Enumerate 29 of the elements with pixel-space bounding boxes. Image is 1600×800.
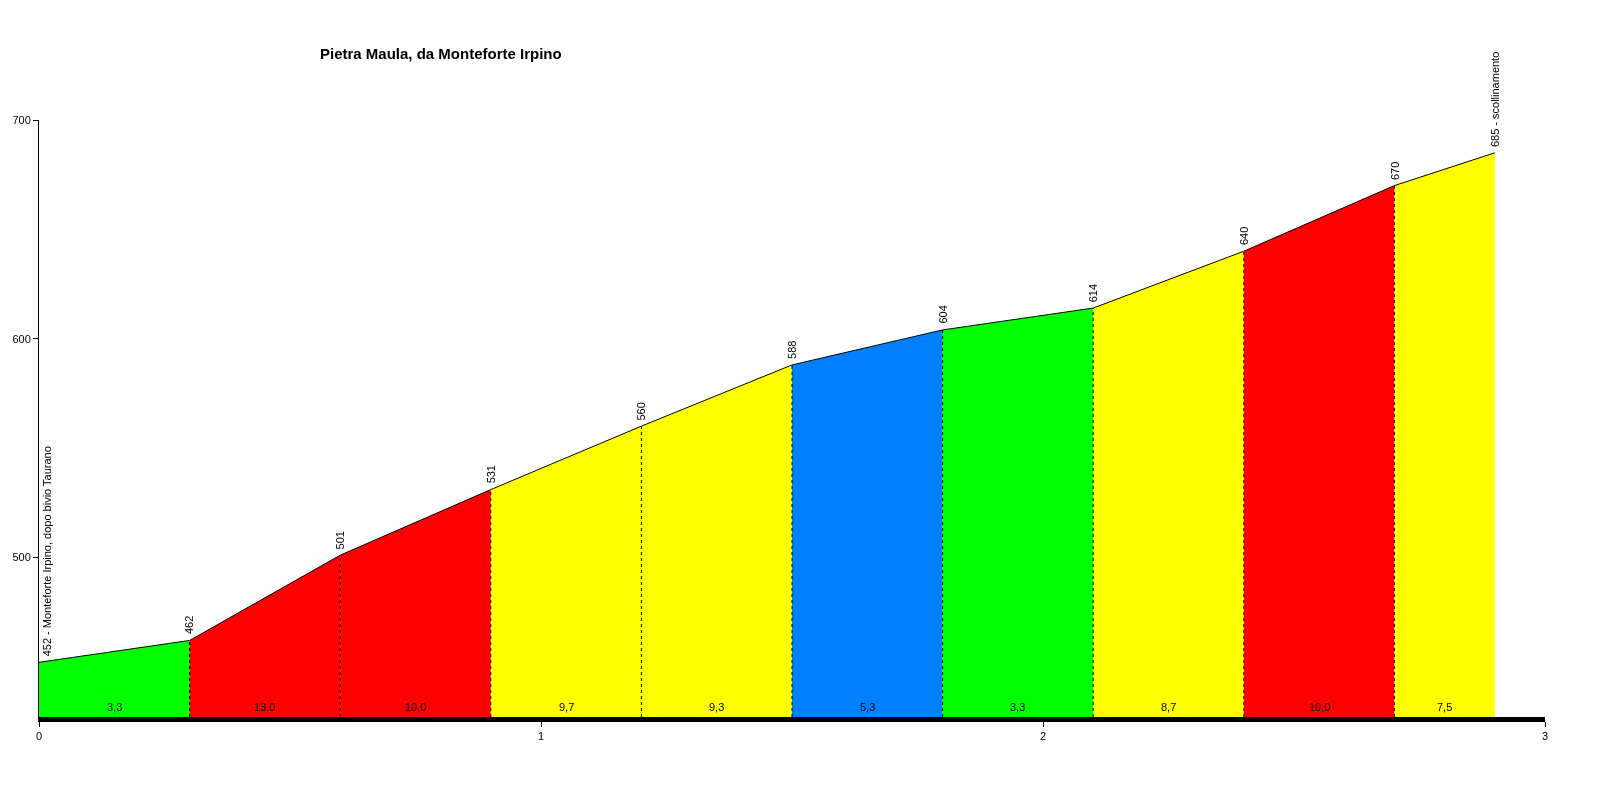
data-label: 531 <box>485 465 498 484</box>
series-label: 9,3 <box>709 701 725 713</box>
y-tick-label: 600 <box>12 332 31 345</box>
data-label: 588 <box>786 340 799 359</box>
data-label: 670 <box>1388 161 1401 180</box>
series-label: 8,7 <box>1161 701 1177 713</box>
chart-title: Pietra Maula, da Monteforte Irpino <box>320 44 562 62</box>
data-label: 685 - scollinamento <box>1488 51 1501 148</box>
data-label: 560 <box>635 402 648 421</box>
data-label: 452 - Monteforte Irpino, dopo bivio Taurano <box>40 446 53 657</box>
data-label: 614 <box>1087 283 1100 303</box>
series-label: 9,7 <box>559 701 575 713</box>
series-label: 10,0 <box>405 701 427 713</box>
series-label: 13,0 <box>254 701 276 713</box>
series-label: 10,0 <box>1309 701 1331 713</box>
series-label: 5,3 <box>860 701 876 713</box>
x-tick-label: 0 <box>35 730 43 743</box>
data-label: 462 <box>183 615 196 635</box>
data-label: 501 <box>334 531 347 550</box>
x-tick-label: 2 <box>1039 730 1047 743</box>
x-tick-label: 3 <box>1541 730 1549 743</box>
data-label: 640 <box>1237 226 1250 246</box>
series-label: 3,3 <box>107 701 123 713</box>
x-tick-label: 1 <box>537 730 545 743</box>
data-label: 604 <box>936 305 949 324</box>
y-tick-label: 700 <box>12 113 31 126</box>
series-label: 7,5 <box>1437 701 1453 713</box>
series-label: 3,3 <box>1010 701 1026 713</box>
y-tick-label: 500 <box>12 551 31 564</box>
